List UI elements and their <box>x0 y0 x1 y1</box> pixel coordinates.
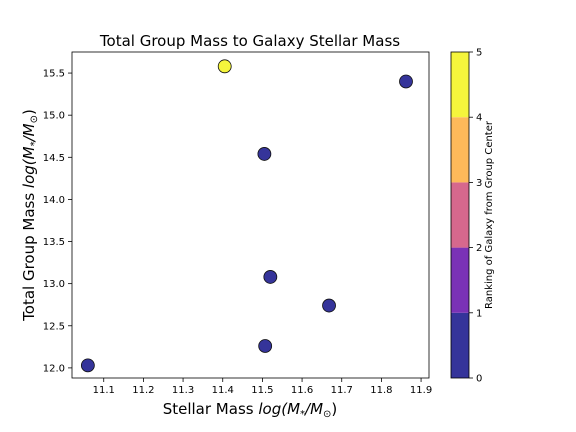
x-tick-label: 11.7 <box>331 385 353 396</box>
x-tick-label: 11.2 <box>132 385 154 396</box>
colorbar-segment <box>451 52 469 117</box>
scatter-point <box>399 75 412 88</box>
scatter-point <box>258 147 271 160</box>
x-tick-label: 11.9 <box>410 385 432 396</box>
scatter-point <box>264 270 277 283</box>
x-axis-ticks: 11.1 11.2 11.3 11.4 11.5 11.6 11.7 11.8 11.9 <box>93 378 433 396</box>
scatter-point <box>259 339 272 352</box>
plot-area <box>72 52 429 378</box>
y-tick-label: 14.0 <box>43 195 65 206</box>
scatter-point <box>218 60 231 73</box>
x-tick-label: 11.5 <box>251 385 273 396</box>
scatter-point <box>81 359 94 372</box>
colorbar-tick-label: 1 <box>476 308 482 319</box>
y-tick-label: 13.5 <box>43 237 65 248</box>
x-tick-label: 11.8 <box>370 385 392 396</box>
scatter-point <box>323 299 336 312</box>
data-points <box>81 60 412 372</box>
x-tick-label: 11.1 <box>93 385 115 396</box>
y-axis-ticks: 12.0 12.5 13.0 13.5 14.0 14.5 15.0 15.5 <box>43 69 72 375</box>
colorbar-tick-label: 2 <box>476 243 482 254</box>
x-axis-label: Stellar Mass log(M*/M⊙) <box>163 400 338 420</box>
y-tick-label: 12.0 <box>43 363 65 374</box>
colorbar-tick-label: 4 <box>476 113 482 124</box>
x-tick-label: 11.3 <box>172 385 194 396</box>
colorbar: 0 1 2 3 4 5 <box>451 48 482 385</box>
y-tick-label: 12.5 <box>43 321 65 332</box>
colorbar-segment <box>451 117 469 182</box>
plot-frame <box>72 52 429 378</box>
x-tick-label: 11.6 <box>291 385 313 396</box>
y-tick-label: 15.0 <box>43 111 65 122</box>
colorbar-label: Ranking of Galaxy from Group Center <box>484 120 495 309</box>
colorbar-segment <box>451 313 469 378</box>
colorbar-segment <box>451 248 469 313</box>
y-tick-label: 14.5 <box>43 153 65 164</box>
chart-title: Total Group Mass to Galaxy Stellar Mass <box>99 32 400 50</box>
colorbar-tick-label: 0 <box>476 374 482 385</box>
colorbar-tick-label: 3 <box>476 178 482 189</box>
colorbar-segment <box>451 182 469 247</box>
y-tick-label: 13.0 <box>43 279 65 290</box>
y-axis-label: Total Group Mass log(M*/M⊙) <box>20 109 40 322</box>
x-tick-label: 11.4 <box>212 385 234 396</box>
colorbar-tick-label: 5 <box>476 48 482 59</box>
y-tick-label: 15.5 <box>43 69 65 80</box>
